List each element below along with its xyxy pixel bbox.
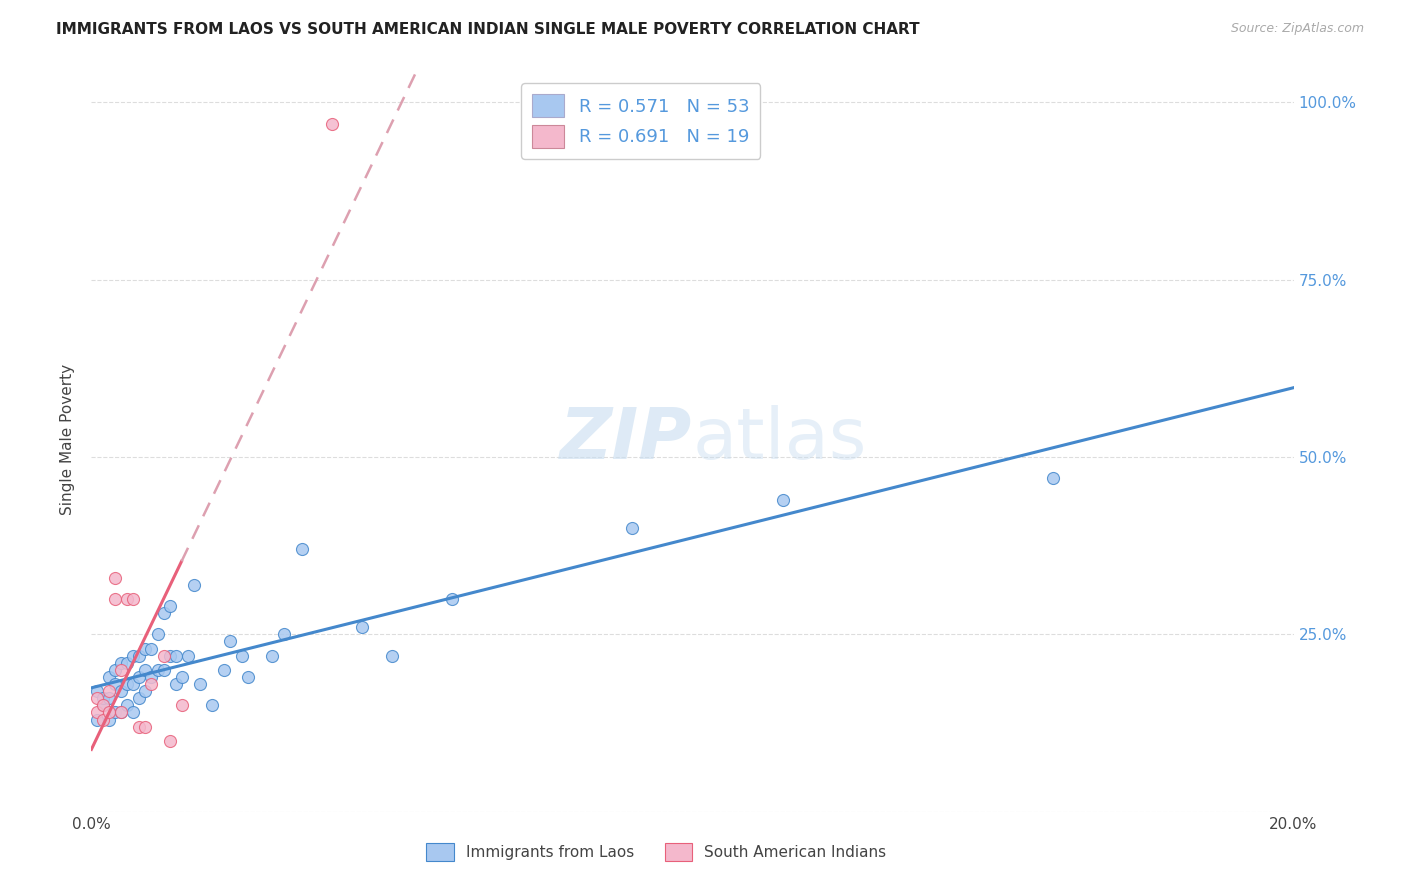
Text: IMMIGRANTS FROM LAOS VS SOUTH AMERICAN INDIAN SINGLE MALE POVERTY CORRELATION CH: IMMIGRANTS FROM LAOS VS SOUTH AMERICAN I…	[56, 22, 920, 37]
Point	[117, 698, 139, 713]
Point	[104, 591, 127, 606]
Point	[165, 648, 187, 663]
Point	[86, 713, 108, 727]
Point	[170, 698, 193, 713]
Legend: Immigrants from Laos, South American Indians: Immigrants from Laos, South American Ind…	[420, 837, 893, 867]
Point	[165, 677, 187, 691]
Point	[141, 641, 163, 656]
Point	[110, 656, 132, 670]
Text: atlas: atlas	[692, 405, 868, 474]
Point	[260, 648, 283, 663]
Point	[381, 648, 404, 663]
Point	[98, 713, 121, 727]
Point	[231, 648, 253, 663]
Point	[104, 706, 127, 720]
Point	[134, 720, 156, 734]
Point	[128, 691, 150, 706]
Point	[128, 720, 150, 734]
Point	[152, 663, 174, 677]
Point	[104, 571, 127, 585]
Point	[291, 542, 314, 557]
Point	[117, 591, 139, 606]
Point	[188, 677, 211, 691]
Point	[98, 684, 121, 698]
Point	[183, 578, 205, 592]
Point	[93, 698, 115, 713]
Point	[350, 620, 373, 634]
Point	[170, 670, 193, 684]
Point	[273, 627, 295, 641]
Point	[110, 663, 132, 677]
Point	[1042, 471, 1064, 485]
Point	[98, 706, 121, 720]
Point	[122, 648, 145, 663]
Point	[159, 733, 181, 747]
Point	[98, 691, 121, 706]
Point	[128, 670, 150, 684]
Point	[86, 691, 108, 706]
Point	[621, 521, 644, 535]
Point	[321, 117, 343, 131]
Point	[110, 706, 132, 720]
Point	[122, 677, 145, 691]
Point	[134, 684, 156, 698]
Text: ZIP: ZIP	[560, 405, 692, 474]
Point	[122, 706, 145, 720]
Point	[86, 684, 108, 698]
Point	[93, 713, 115, 727]
Point	[110, 706, 132, 720]
Point	[212, 663, 235, 677]
Point	[128, 648, 150, 663]
Point	[134, 663, 156, 677]
Text: Source: ZipAtlas.com: Source: ZipAtlas.com	[1230, 22, 1364, 36]
Point	[146, 663, 169, 677]
Point	[141, 670, 163, 684]
Point	[117, 677, 139, 691]
Point	[218, 634, 240, 648]
Point	[104, 677, 127, 691]
Point	[141, 677, 163, 691]
Point	[440, 591, 463, 606]
Point	[117, 656, 139, 670]
Point	[122, 591, 145, 606]
Point	[772, 492, 794, 507]
Y-axis label: Single Male Poverty: Single Male Poverty	[60, 364, 76, 515]
Point	[104, 663, 127, 677]
Point	[159, 648, 181, 663]
Point	[152, 648, 174, 663]
Point	[236, 670, 259, 684]
Point	[152, 606, 174, 620]
Point	[93, 691, 115, 706]
Point	[176, 648, 198, 663]
Point	[146, 627, 169, 641]
Point	[134, 641, 156, 656]
Point	[159, 599, 181, 613]
Point	[201, 698, 224, 713]
Point	[86, 706, 108, 720]
Point	[93, 698, 115, 713]
Point	[110, 684, 132, 698]
Point	[98, 670, 121, 684]
